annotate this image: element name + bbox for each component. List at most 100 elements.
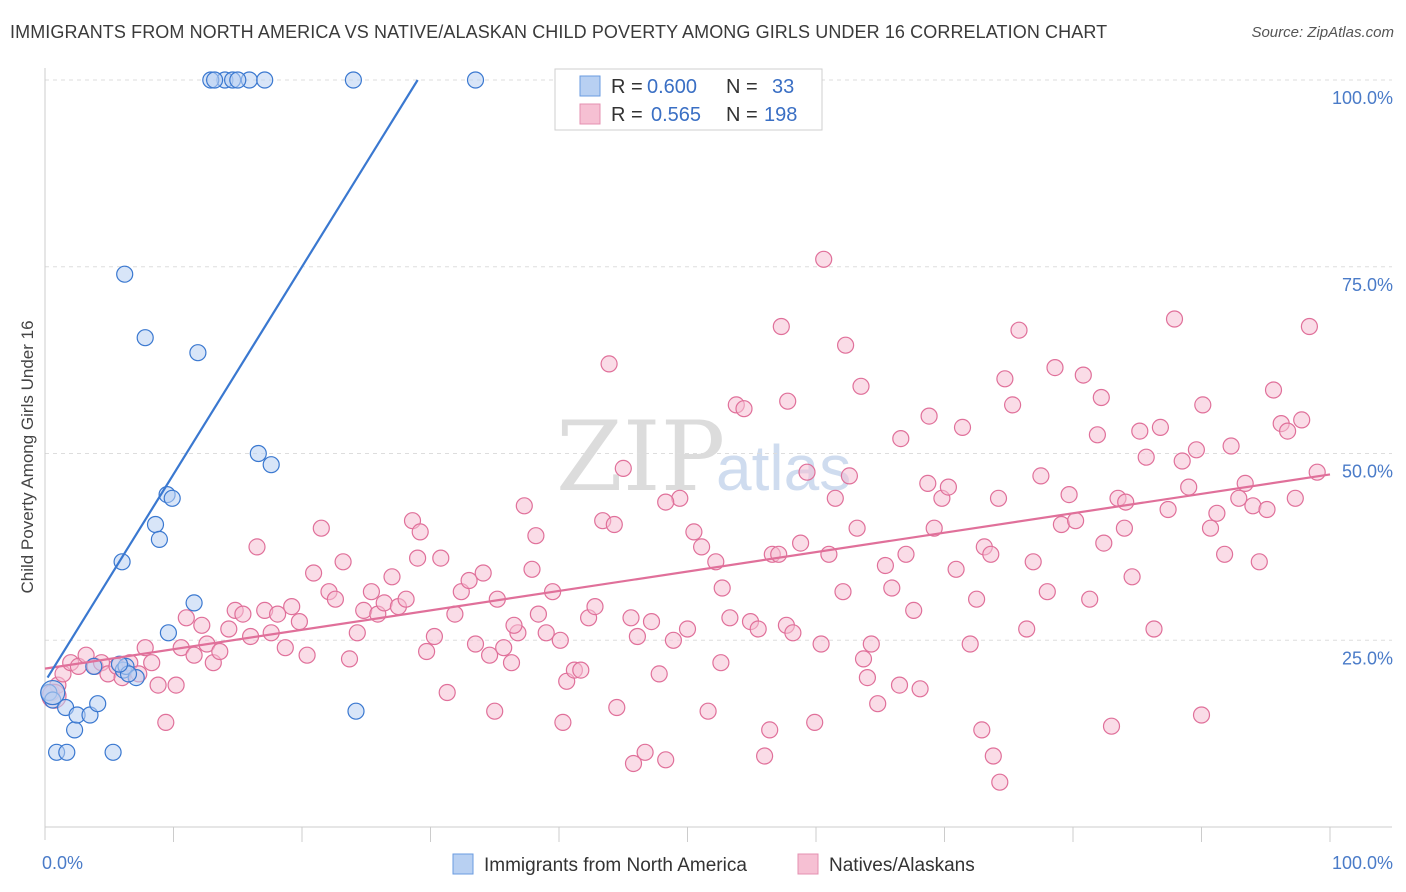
natives-alaskans-point bbox=[1095, 534, 1113, 552]
natives-alaskans-point bbox=[791, 534, 810, 552]
natives-alaskans-point bbox=[438, 683, 456, 702]
natives-alaskans-point bbox=[664, 631, 683, 649]
natives-alaskans-point bbox=[699, 702, 717, 720]
immigrants-north-america-point bbox=[159, 624, 177, 642]
immigrants-north-america-point bbox=[347, 702, 365, 720]
immigrants-north-america-point bbox=[89, 695, 107, 713]
natives-alaskans-point bbox=[967, 590, 986, 608]
natives-alaskans-point bbox=[1192, 706, 1211, 724]
natives-alaskans-point bbox=[515, 497, 533, 515]
natives-alaskans-point bbox=[755, 747, 774, 765]
natives-alaskans-point bbox=[770, 545, 788, 563]
immigrants-north-america-point bbox=[163, 489, 181, 507]
bottom-legend-label-blue: Immigrants from North America bbox=[484, 855, 747, 876]
natives-alaskans-point bbox=[1117, 493, 1135, 511]
natives-alaskans-point bbox=[529, 605, 548, 623]
y-tick-label-75: 75.0% bbox=[1342, 275, 1393, 295]
natives-alaskans-point bbox=[862, 635, 880, 653]
natives-alaskans-point bbox=[812, 635, 830, 653]
natives-alaskans-point bbox=[409, 549, 427, 567]
natives-alaskans-point bbox=[892, 430, 910, 448]
immigrants-north-america-point bbox=[344, 71, 362, 89]
natives-alaskans-point bbox=[678, 620, 697, 638]
natives-alaskans-point bbox=[614, 459, 632, 477]
natives-alaskans-point bbox=[876, 556, 895, 575]
natives-alaskans-point bbox=[586, 597, 604, 616]
natives-alaskans-point bbox=[1258, 500, 1276, 519]
natives-alaskans-point bbox=[527, 527, 545, 545]
natives-alaskans-point bbox=[1032, 467, 1050, 485]
natives-alaskans-point bbox=[1066, 512, 1085, 530]
watermark-atlas: atlas bbox=[716, 432, 851, 504]
natives-alaskans-point bbox=[650, 665, 668, 683]
natives-alaskans-point bbox=[167, 676, 185, 694]
natives-alaskans-point bbox=[1115, 519, 1134, 537]
immigrants-north-america-point bbox=[65, 721, 84, 739]
natives-alaskans-point bbox=[418, 642, 436, 661]
natives-alaskans-point bbox=[340, 650, 359, 668]
watermark-zip: ZIP bbox=[556, 401, 725, 513]
immigrants-north-america-point bbox=[58, 743, 76, 761]
stats-legend: R = 0.600 N = 33 R = 0.565 N = 198 bbox=[554, 68, 823, 131]
chart-title: IMMIGRANTS FROM NORTH AMERICA VS NATIVE/… bbox=[10, 22, 1108, 42]
natives-alaskans-point bbox=[481, 646, 499, 664]
legend-n-label-blue: N = bbox=[726, 76, 758, 98]
bottom-legend-swatch-blue bbox=[452, 853, 474, 875]
natives-alaskans-point bbox=[869, 695, 887, 713]
natives-alaskans-point bbox=[772, 317, 790, 336]
y-tick-labels: 25.0% 50.0% 75.0% 100.0% bbox=[1332, 88, 1393, 668]
natives-alaskans-point bbox=[897, 545, 915, 563]
natives-alaskans-point bbox=[551, 631, 569, 649]
bottom-legend-label-pink: Natives/Alaskans bbox=[829, 855, 975, 876]
y-tick-label-50: 50.0% bbox=[1342, 462, 1393, 482]
natives-alaskans-point bbox=[298, 646, 316, 664]
natives-alaskans-point bbox=[1145, 620, 1163, 638]
natives-alaskans-point bbox=[411, 523, 429, 541]
natives-alaskans-point bbox=[1024, 553, 1042, 571]
natives-alaskans-point bbox=[858, 668, 877, 687]
y-tick-label-25: 25.0% bbox=[1342, 648, 1393, 668]
series-natives-alaskans bbox=[41, 250, 1326, 791]
natives-alaskans-point bbox=[1131, 422, 1149, 440]
legend-r-value-pink: 0.565 bbox=[651, 104, 701, 126]
natives-alaskans-point bbox=[1074, 366, 1092, 384]
natives-alaskans-point bbox=[1137, 448, 1155, 466]
trend-line-immigrants-north-america bbox=[46, 79, 419, 679]
natives-alaskans-point bbox=[220, 620, 238, 638]
natives-alaskans-point bbox=[397, 590, 415, 608]
natives-alaskans-point bbox=[798, 463, 816, 481]
natives-alaskans-point bbox=[883, 579, 901, 597]
natives-alaskans-point bbox=[996, 370, 1014, 388]
natives-alaskans-point bbox=[193, 616, 211, 634]
natives-alaskans-point bbox=[761, 721, 779, 739]
natives-alaskans-point bbox=[947, 560, 965, 578]
natives-alaskans-point bbox=[905, 601, 923, 620]
natives-alaskans-point bbox=[657, 751, 675, 769]
natives-alaskans-point bbox=[1159, 500, 1177, 519]
natives-alaskans-point bbox=[375, 594, 393, 612]
natives-alaskans-point bbox=[1046, 359, 1064, 377]
natives-alaskans-point bbox=[624, 754, 643, 773]
natives-alaskans-point bbox=[1293, 411, 1311, 429]
natives-alaskans-point bbox=[815, 250, 833, 268]
immigrants-north-america-point bbox=[229, 71, 247, 89]
x-tick-label-0: 0.0% bbox=[42, 853, 83, 873]
legend-r-label-pink: R = bbox=[611, 104, 643, 126]
natives-alaskans-point bbox=[939, 478, 958, 496]
natives-alaskans-point bbox=[136, 639, 154, 657]
immigrants-north-america-point bbox=[136, 329, 154, 347]
natives-alaskans-point bbox=[177, 609, 195, 627]
natives-alaskans-point bbox=[486, 702, 504, 720]
natives-alaskans-point bbox=[1250, 553, 1268, 571]
natives-alaskans-point bbox=[749, 620, 767, 638]
natives-alaskans-point bbox=[355, 601, 373, 620]
natives-alaskans-point bbox=[290, 612, 308, 631]
natives-alaskans-point bbox=[1286, 489, 1304, 507]
natives-alaskans-point bbox=[362, 583, 380, 601]
natives-alaskans-point bbox=[953, 418, 972, 436]
natives-alaskans-point bbox=[961, 635, 979, 653]
natives-alaskans-point bbox=[890, 676, 909, 694]
natives-alaskans-point bbox=[283, 597, 301, 616]
natives-alaskans-point bbox=[1123, 568, 1141, 586]
natives-alaskans-point bbox=[1201, 519, 1220, 537]
